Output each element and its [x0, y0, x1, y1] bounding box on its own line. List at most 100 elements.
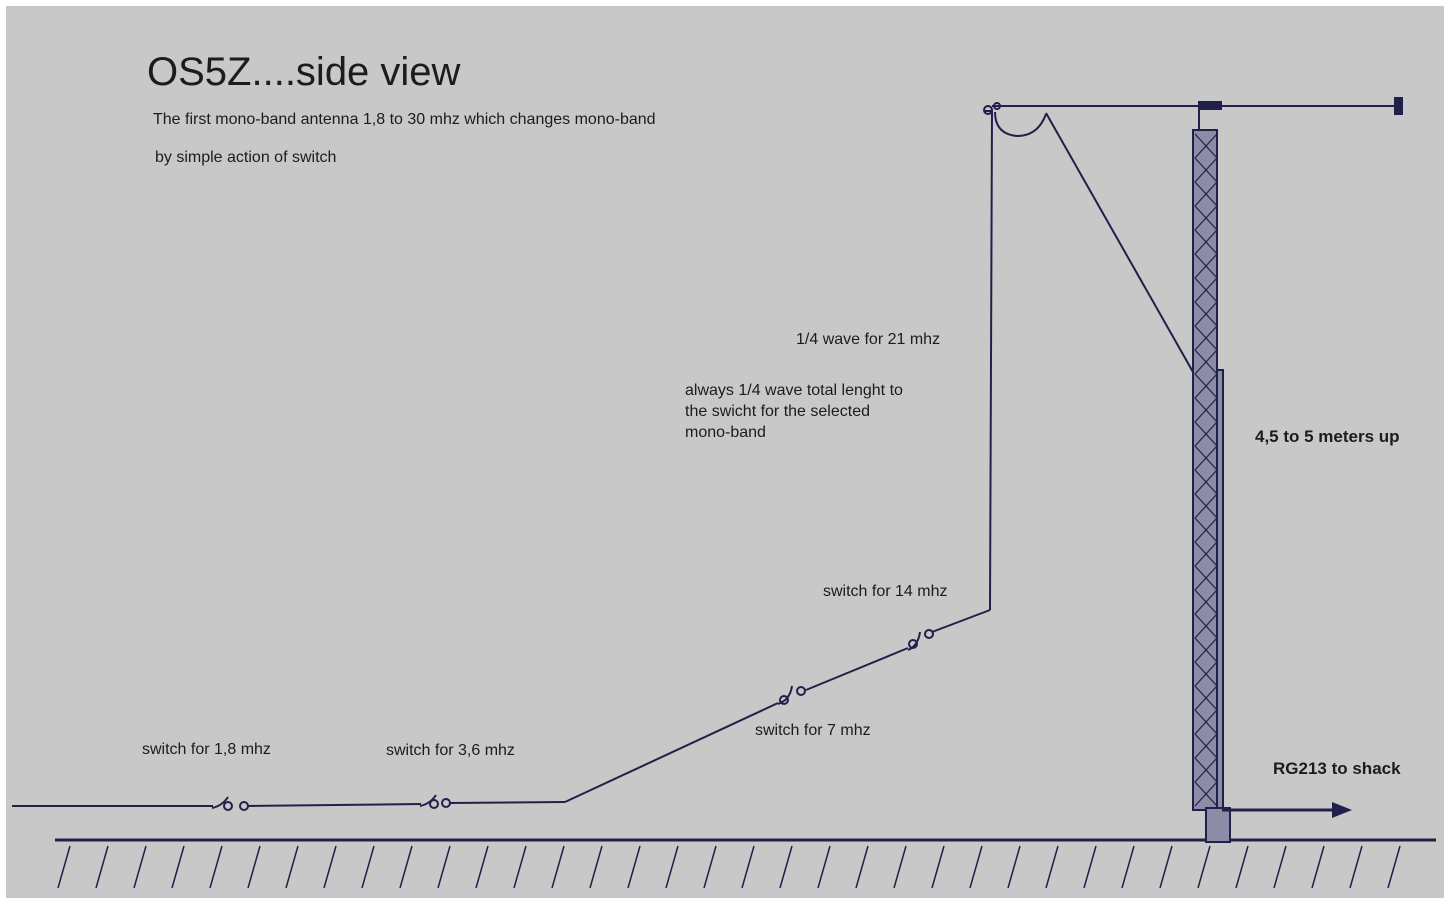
mast-brace [1194, 133, 1218, 159]
note-line-3: mono-band [685, 424, 766, 441]
note-always-quarter-wave: always 1/4 wave total lenght to the swic… [685, 380, 903, 443]
ground-hatch-mark [247, 845, 261, 889]
coupling-loop [994, 111, 1047, 138]
label-switch-3-6-mhz: switch for 3,6 mhz [386, 742, 515, 759]
boom-clamp [1198, 101, 1222, 110]
ground-hatch-mark [1387, 845, 1401, 889]
wire-segment-5 [805, 647, 909, 691]
ground-hatch-mark [361, 845, 375, 889]
mast-brace [1194, 589, 1218, 615]
ground-hatch-mark [1273, 845, 1287, 889]
note-line-1: always 1/4 wave total lenght to [685, 382, 903, 399]
wire-segment-2 [246, 803, 422, 807]
mast-brace [1194, 541, 1218, 567]
wire-segment-3 [448, 801, 566, 804]
wire-segment-6 [931, 609, 991, 633]
label-switch-14-mhz: switch for 14 mhz [823, 583, 948, 600]
feedline-arrow [1222, 802, 1352, 818]
ground-hatch-mark [931, 845, 945, 889]
ground-hatch-mark [817, 845, 831, 889]
mast-brace [1194, 205, 1218, 231]
boom-end-cap [1394, 97, 1403, 115]
ground-hatch-mark [57, 845, 71, 889]
label-quarter-wave-21: 1/4 wave for 21 mhz [796, 331, 941, 348]
switch-14-mhz-symbol [907, 629, 934, 651]
note-line-2: the swicht for the selected [685, 403, 870, 420]
mast-brace [1194, 517, 1218, 543]
mast-brace [1194, 733, 1218, 759]
switch-symbols [211, 629, 934, 811]
mast-brace [1194, 493, 1218, 519]
ground-hatch-mark [1121, 845, 1135, 889]
diagram-title: OS5Z....side view [147, 50, 461, 94]
ground-hatch-mark [551, 845, 565, 889]
mast-brace [1194, 661, 1218, 687]
ground-hatch-mark [437, 845, 451, 889]
mast-brace [1194, 181, 1218, 207]
ground-hatch-mark [323, 845, 337, 889]
ground-hatch-mark [1197, 845, 1211, 889]
mast-brace [1194, 229, 1218, 255]
ground-hatching [57, 845, 1401, 889]
boom [983, 97, 1403, 115]
subtitle-line-2: by simple action of switch [155, 149, 337, 166]
label-feedline: RG213 to shack [1273, 759, 1401, 778]
ground-hatch-mark [627, 845, 641, 889]
mast-brace [1194, 325, 1218, 351]
ground-hatch-mark [1045, 845, 1059, 889]
boom-end-insulator-2 [993, 102, 1001, 110]
ground-hatch-mark [1349, 845, 1363, 889]
wire-segment-4 [564, 702, 779, 803]
mast-brace [1194, 709, 1218, 735]
switch-3-6-mhz-symbol [419, 794, 451, 809]
ground-hatch-mark [665, 845, 679, 889]
ground-hatch-mark [703, 845, 717, 889]
ground-hatch-mark [95, 845, 109, 889]
mast [1192, 110, 1231, 843]
ground-hatch-mark [133, 845, 147, 889]
mast-brace [1194, 373, 1218, 399]
ground-hatch-mark [1007, 845, 1021, 889]
ground-hatch-mark [741, 845, 755, 889]
mast-brace [1194, 157, 1218, 183]
ground-hatch-mark [589, 845, 603, 889]
subtitle-line-1: The first mono-band antenna 1,8 to 30 mh… [153, 111, 656, 128]
mast-brace [1194, 757, 1218, 783]
mast-brace [1194, 469, 1218, 495]
ground-hatch-mark [209, 845, 223, 889]
ground-hatch-mark [171, 845, 185, 889]
mast-brace [1194, 445, 1218, 471]
mast-brace [1194, 685, 1218, 711]
mast-brace [1194, 301, 1218, 327]
switch-7-mhz-symbol [777, 685, 806, 705]
ground-hatch-mark [1235, 845, 1249, 889]
mast-brace [1194, 781, 1218, 807]
mast-brace [1194, 253, 1218, 279]
ground-hatch-mark [969, 845, 983, 889]
switch-1-8-mhz-symbol [211, 796, 249, 811]
ground-hatch-mark [1159, 845, 1173, 889]
mast-lattice-bracing [1194, 133, 1218, 807]
feedline-arrow-head [1332, 802, 1352, 818]
ground-hatch-mark [285, 845, 299, 889]
mast-brace [1194, 565, 1218, 591]
ground-hatch-mark [513, 845, 527, 889]
paper-background [6, 6, 1444, 898]
label-switch-1-8-mhz: switch for 1,8 mhz [142, 741, 271, 758]
label-switch-7-mhz: switch for 7 mhz [755, 722, 871, 739]
mast-brace [1194, 277, 1218, 303]
ground-hatch-mark [399, 845, 413, 889]
ground-hatch-mark [855, 845, 869, 889]
boom-end-insulator [983, 105, 993, 115]
ground-hatch-mark [475, 845, 489, 889]
mast-brace [1194, 421, 1218, 447]
mast-foot [1205, 807, 1231, 843]
ground-hatch-mark [893, 845, 907, 889]
mast-brace [1194, 349, 1218, 375]
mast-brace [1194, 397, 1218, 423]
ground-hatch-mark [779, 845, 793, 889]
label-height: 4,5 to 5 meters up [1255, 427, 1400, 446]
ground-hatch-mark [1311, 845, 1325, 889]
